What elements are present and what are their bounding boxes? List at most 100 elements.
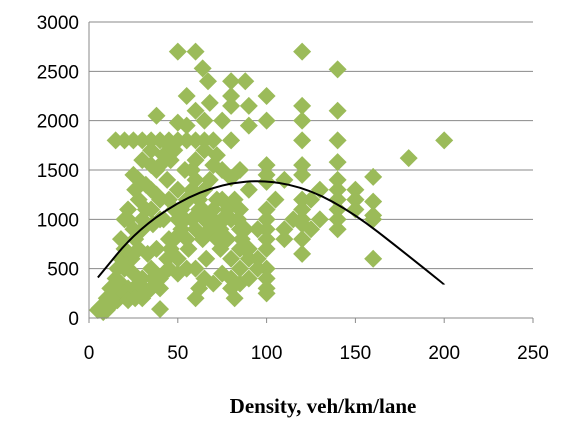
x-tick-label: 50 (167, 343, 188, 364)
data-point (186, 101, 205, 120)
data-point (293, 244, 312, 263)
data-point (142, 200, 161, 219)
data-point (257, 269, 276, 288)
data-point (239, 116, 258, 135)
data-point (257, 210, 276, 229)
data-point (266, 190, 285, 209)
data-point (195, 111, 214, 130)
data-point (151, 210, 170, 229)
data-point (257, 284, 276, 303)
data-point (364, 249, 383, 268)
data-point (175, 210, 194, 229)
data-point (328, 190, 347, 209)
x-tick-label: 200 (428, 343, 460, 364)
data-point (115, 239, 134, 258)
data-point (302, 190, 320, 209)
data-point (346, 180, 365, 199)
data-point (159, 190, 178, 209)
data-point (293, 42, 312, 61)
y-tick-label: 2500 (37, 62, 79, 83)
data-point (328, 60, 347, 79)
x-tick-label: 0 (84, 343, 95, 364)
data-point (213, 111, 232, 130)
data-point (293, 200, 312, 219)
data-point (293, 215, 312, 234)
data-point (154, 264, 173, 283)
data-point (248, 249, 267, 268)
data-point (197, 249, 216, 268)
data-point (293, 230, 312, 249)
data-point (222, 96, 241, 115)
x-axis-label: Density, veh/km/lane (230, 394, 417, 418)
data-point (328, 200, 347, 219)
data-point (229, 210, 248, 229)
data-point (328, 180, 347, 199)
data-point (119, 200, 138, 219)
data-point (193, 59, 212, 78)
data-point (328, 131, 347, 150)
data-point (257, 87, 276, 105)
data-point (126, 180, 145, 199)
data-point (195, 141, 214, 160)
data-point (200, 93, 219, 112)
data-point (399, 149, 418, 168)
data-point (364, 167, 383, 186)
data-point (328, 220, 347, 239)
data-points (88, 42, 454, 322)
data-point (248, 259, 267, 278)
data-point (186, 220, 205, 239)
data-point (177, 259, 196, 278)
x-tick-label: 250 (517, 343, 549, 364)
data-point (293, 131, 312, 150)
data-point (257, 111, 276, 130)
data-point (200, 170, 219, 189)
data-point (158, 170, 177, 189)
y-tick-label: 3000 (37, 13, 79, 34)
data-point (230, 259, 249, 278)
data-point (293, 111, 312, 130)
trendline (97, 180, 445, 286)
data-point (239, 96, 258, 115)
y-tick-label: 500 (47, 260, 79, 281)
data-point (328, 170, 347, 189)
data-point (293, 165, 312, 184)
x-tick-label: 100 (251, 343, 283, 364)
data-point (346, 190, 365, 209)
data-point (177, 230, 196, 249)
x-tick-label: 150 (340, 343, 372, 364)
data-point (236, 239, 255, 258)
data-point (168, 180, 187, 199)
data-point (236, 72, 255, 91)
data-point (147, 239, 166, 258)
data-point (310, 210, 329, 229)
data-point (186, 42, 205, 61)
data-point (177, 87, 196, 105)
data-point (328, 153, 347, 172)
data-point (364, 206, 383, 225)
data-point (293, 96, 312, 115)
data-point (222, 131, 241, 150)
data-point (225, 190, 244, 209)
data-point (435, 131, 454, 150)
data-point (183, 161, 202, 179)
data-point (151, 300, 170, 319)
data-point (328, 210, 347, 229)
data-point (147, 106, 166, 125)
data-point (195, 131, 214, 150)
data-point (346, 200, 365, 219)
data-point (168, 131, 187, 150)
data-point (275, 220, 294, 239)
data-point (108, 259, 127, 278)
data-point (222, 72, 241, 91)
data-point (115, 284, 134, 303)
data-point (101, 297, 120, 316)
data-point (257, 200, 276, 219)
data-point (165, 230, 184, 249)
data-point (239, 180, 258, 199)
tick-labels: 0 500 1000 1500 2000 2500 3000 0 50 100 150 200 250 (37, 13, 549, 364)
data-point (177, 116, 196, 135)
data-point (239, 269, 258, 288)
y-tick-label: 0 (68, 309, 79, 330)
data-point (222, 87, 241, 105)
axes (88, 22, 534, 323)
